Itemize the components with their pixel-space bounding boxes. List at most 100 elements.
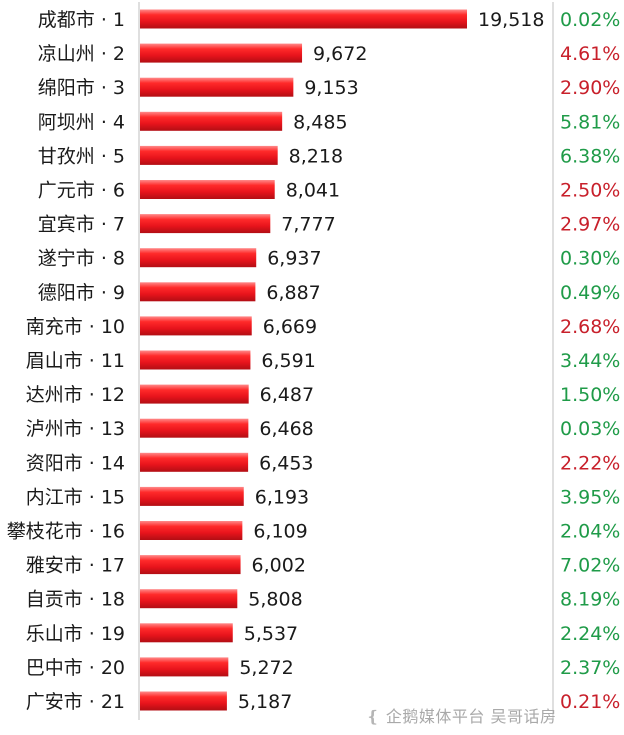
bar <box>140 486 244 506</box>
bar <box>140 589 238 609</box>
value-label: 6,487 <box>260 384 314 406</box>
row-label: 绵阳市 · 3 <box>38 77 125 99</box>
row-label: 达州市 · 12 <box>26 384 125 406</box>
row-label: 资阳市 · 14 <box>26 452 125 474</box>
bar <box>140 521 243 540</box>
value-label: 6,937 <box>267 248 321 270</box>
bar <box>140 111 283 131</box>
value-label: 5,808 <box>248 589 302 611</box>
row-label: 广元市 · 6 <box>38 180 125 202</box>
bar <box>140 180 275 199</box>
value-label: 6,002 <box>252 555 306 577</box>
pct-label: 8.19% <box>560 589 620 611</box>
bar-row: 凉山州 · 2 9,672 4.61% <box>38 43 621 65</box>
value-label: 19,518 <box>478 9 544 31</box>
bar <box>140 623 233 643</box>
row-label: 雅安市 · 17 <box>26 555 125 577</box>
value-label: 5,272 <box>239 657 293 679</box>
bar-row: 达州市 · 12 6,487 1.50% <box>26 384 621 406</box>
value-label: 6,591 <box>261 350 315 372</box>
bar <box>140 350 251 370</box>
value-label: 6,669 <box>263 316 317 338</box>
row-label: 德阳市 · 9 <box>38 282 125 304</box>
bar-row: 泸州市 · 13 6,468 0.03% <box>26 418 621 440</box>
row-label: 成都市 · 1 <box>38 9 125 31</box>
row-label: 南充市 · 10 <box>26 316 125 338</box>
value-label: 6,887 <box>266 282 320 304</box>
bar-row: 资阳市 · 14 6,453 2.22% <box>26 452 621 474</box>
pct-label: 0.49% <box>560 282 620 304</box>
bar-row: 内江市 · 15 6,193 3.95% <box>26 486 621 508</box>
watermark-text: 企鹅媒体平台 吴哥话房 <box>385 707 557 726</box>
pct-label: 6.38% <box>560 145 620 167</box>
bar <box>140 9 467 29</box>
pct-label: 0.30% <box>560 248 620 270</box>
bar-row: 宜宾市 · 7 7,777 2.97% <box>38 214 621 236</box>
pct-label: 0.02% <box>560 9 620 31</box>
bar <box>140 145 278 165</box>
bar <box>140 418 249 438</box>
pct-label: 4.61% <box>560 43 620 65</box>
value-label: 6,193 <box>255 486 309 508</box>
bar-row: 雅安市 · 17 6,002 7.02% <box>26 555 621 577</box>
value-label: 9,672 <box>313 43 367 65</box>
row-label: 甘孜州 · 5 <box>38 145 125 167</box>
bar <box>140 691 227 711</box>
pct-label: 1.50% <box>560 384 620 406</box>
bar <box>140 77 294 97</box>
pct-label: 2.22% <box>560 452 620 474</box>
value-label: 8,485 <box>293 111 347 133</box>
pct-label: 0.03% <box>560 418 620 440</box>
bar <box>140 282 256 302</box>
bar-row: 绵阳市 · 3 9,153 2.90% <box>38 77 621 99</box>
bar <box>140 657 229 677</box>
value-label: 9,153 <box>304 77 358 99</box>
pct-label: 2.50% <box>560 180 620 202</box>
row-label: 巴中市 · 20 <box>26 657 125 679</box>
row-label: 攀枝花市 · 16 <box>7 521 125 543</box>
value-label: 8,041 <box>286 180 340 202</box>
pct-label: 0.21% <box>560 691 620 713</box>
value-label: 5,537 <box>244 623 298 645</box>
bar <box>140 248 257 268</box>
bar <box>140 316 252 336</box>
bar-row: 眉山市 · 11 6,591 3.44% <box>26 350 621 372</box>
value-label: 6,109 <box>253 521 307 543</box>
bar <box>140 555 241 575</box>
bar-row: 遂宁市 · 8 6,937 0.30% <box>38 248 621 270</box>
pct-label: 2.68% <box>560 316 620 338</box>
bar-row: 甘孜州 · 5 8,218 6.38% <box>38 145 621 167</box>
pct-label: 2.37% <box>560 657 620 679</box>
row-label: 眉山市 · 11 <box>26 350 125 372</box>
row-label: 宜宾市 · 7 <box>38 214 125 236</box>
pct-label: 2.24% <box>560 623 620 645</box>
pct-label: 2.04% <box>560 521 620 543</box>
row-label: 凉山州 · 2 <box>38 43 125 65</box>
row-label: 内江市 · 15 <box>26 486 125 508</box>
bar-row: 自贡市 · 18 5,808 8.19% <box>26 589 621 611</box>
value-label: 6,468 <box>259 418 313 440</box>
bar-row: 阿坝州 · 4 8,485 5.81% <box>38 111 621 133</box>
bar-row: 巴中市 · 20 5,272 2.37% <box>26 657 621 679</box>
value-label: 8,218 <box>289 145 343 167</box>
bar-row: 广元市 · 6 8,041 2.50% <box>38 180 621 202</box>
pct-label: 3.44% <box>560 350 620 372</box>
watermark: ❴ 企鹅媒体平台 吴哥话房 <box>366 703 557 727</box>
bar-row: 乐山市 · 19 5,537 2.24% <box>26 623 621 645</box>
bar-row: 德阳市 · 9 6,887 0.49% <box>38 282 621 304</box>
bar <box>140 43 303 63</box>
row-label: 自贡市 · 18 <box>26 589 125 611</box>
row-label: 泸州市 · 13 <box>26 418 125 440</box>
bar <box>140 384 249 404</box>
pct-label: 7.02% <box>560 555 620 577</box>
penguin-icon: ❴ <box>366 707 380 726</box>
bar <box>140 214 271 234</box>
pct-label: 3.95% <box>560 486 620 508</box>
row-label: 阿坝州 · 4 <box>38 111 125 133</box>
bar <box>140 452 249 472</box>
bar-row: 成都市 · 1 19,518 0.02% <box>38 9 621 31</box>
pct-label: 5.81% <box>560 111 620 133</box>
bar-row: 广安市 · 21 5,187 0.21% <box>26 691 621 713</box>
row-label: 遂宁市 · 8 <box>38 248 125 270</box>
